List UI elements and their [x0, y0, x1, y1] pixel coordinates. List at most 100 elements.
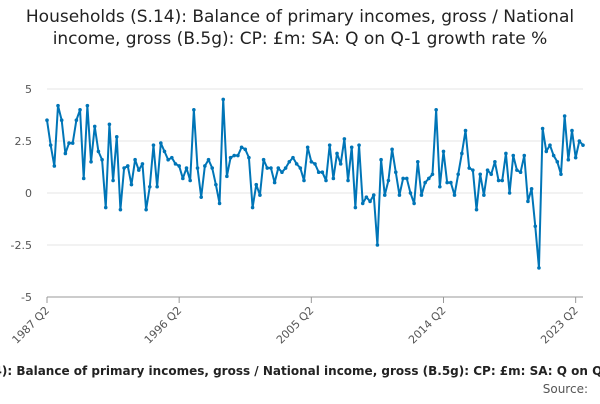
data-point[interactable] [496, 178, 501, 183]
data-point[interactable] [529, 187, 534, 191]
data-point[interactable] [67, 141, 71, 145]
data-point[interactable] [63, 151, 68, 156]
data-point[interactable] [107, 122, 112, 127]
data-point[interactable] [430, 172, 435, 177]
data-point[interactable] [280, 170, 284, 174]
data-point[interactable] [140, 162, 145, 166]
data-point[interactable] [415, 160, 420, 164]
data-point[interactable] [254, 182, 259, 187]
data-point[interactable] [467, 166, 471, 170]
data-point[interactable] [401, 176, 405, 181]
data-point[interactable] [133, 157, 137, 162]
data-point[interactable] [276, 166, 281, 170]
data-point[interactable] [188, 178, 192, 183]
data-point[interactable] [456, 172, 460, 177]
data-point[interactable] [170, 155, 174, 160]
data-point[interactable] [136, 168, 141, 172]
data-point[interactable] [269, 166, 273, 170]
data-point[interactable] [522, 153, 527, 158]
data-point[interactable] [96, 149, 101, 154]
data-point[interactable] [331, 176, 336, 181]
data-point[interactable] [412, 201, 416, 206]
data-point[interactable] [500, 178, 505, 183]
data-point[interactable] [144, 207, 148, 212]
data-point[interactable] [214, 182, 218, 187]
data-point[interactable] [474, 207, 479, 212]
data-point[interactable] [566, 157, 571, 162]
data-point[interactable] [228, 155, 233, 160]
data-point[interactable] [371, 193, 376, 197]
data-point[interactable] [272, 180, 277, 185]
data-point[interactable] [305, 145, 310, 150]
data-point[interactable] [122, 166, 126, 170]
data-point[interactable] [206, 157, 211, 162]
data-point[interactable] [243, 147, 248, 152]
data-point[interactable] [89, 160, 93, 164]
data-point[interactable] [92, 124, 97, 129]
data-point[interactable] [265, 166, 270, 170]
data-point[interactable] [52, 164, 57, 168]
data-point[interactable] [463, 128, 468, 133]
data-point[interactable] [548, 143, 552, 147]
data-point[interactable] [357, 143, 361, 147]
data-point[interactable] [239, 145, 244, 150]
data-point[interactable] [258, 193, 262, 197]
data-point[interactable] [419, 193, 424, 197]
data-point[interactable] [404, 176, 409, 181]
data-point[interactable] [298, 166, 303, 170]
data-point[interactable] [159, 141, 163, 145]
data-point[interactable] [199, 195, 203, 199]
data-point[interactable] [78, 108, 82, 112]
data-point[interactable] [166, 157, 170, 162]
data-point[interactable] [438, 184, 442, 189]
data-point[interactable] [390, 147, 394, 152]
data-point[interactable] [573, 155, 578, 160]
data-point[interactable] [562, 114, 567, 118]
data-point[interactable] [364, 195, 369, 199]
data-point[interactable] [302, 178, 306, 183]
data-point[interactable] [441, 149, 446, 154]
data-point[interactable] [342, 137, 347, 141]
data-point[interactable] [111, 178, 115, 183]
data-point[interactable] [70, 141, 75, 145]
data-point[interactable] [81, 176, 86, 181]
data-point[interactable] [368, 199, 372, 204]
data-point[interactable] [217, 201, 222, 206]
data-point[interactable] [353, 205, 358, 210]
data-point[interactable] [45, 118, 49, 122]
data-point[interactable] [478, 172, 483, 177]
data-point[interactable] [559, 172, 563, 177]
data-point[interactable] [225, 174, 229, 179]
data-point[interactable] [261, 157, 266, 162]
data-point[interactable] [114, 135, 119, 139]
data-point[interactable] [511, 153, 516, 158]
data-point[interactable] [471, 168, 475, 172]
data-point[interactable] [320, 170, 325, 174]
data-point[interactable] [250, 205, 255, 210]
data-point[interactable] [393, 170, 398, 174]
data-point[interactable] [379, 157, 383, 162]
data-point[interactable] [504, 151, 508, 156]
data-point[interactable] [74, 118, 79, 122]
data-point[interactable] [338, 162, 343, 166]
data-point[interactable] [324, 178, 328, 183]
data-point[interactable] [540, 126, 545, 131]
data-point[interactable] [375, 243, 380, 247]
data-point[interactable] [493, 160, 497, 164]
data-point[interactable] [485, 168, 490, 172]
data-point[interactable] [118, 207, 123, 212]
data-point[interactable] [287, 160, 292, 164]
data-point[interactable] [515, 168, 519, 172]
data-point[interactable] [537, 266, 541, 270]
data-point[interactable] [386, 178, 391, 183]
data-point[interactable] [125, 164, 130, 168]
data-point[interactable] [100, 157, 104, 162]
data-point[interactable] [155, 184, 159, 189]
data-point[interactable] [449, 180, 453, 185]
data-point[interactable] [162, 149, 167, 154]
data-point[interactable] [533, 224, 538, 229]
data-point[interactable] [423, 180, 427, 185]
data-point[interactable] [570, 128, 574, 133]
data-point[interactable] [397, 193, 402, 197]
data-point[interactable] [427, 176, 431, 181]
